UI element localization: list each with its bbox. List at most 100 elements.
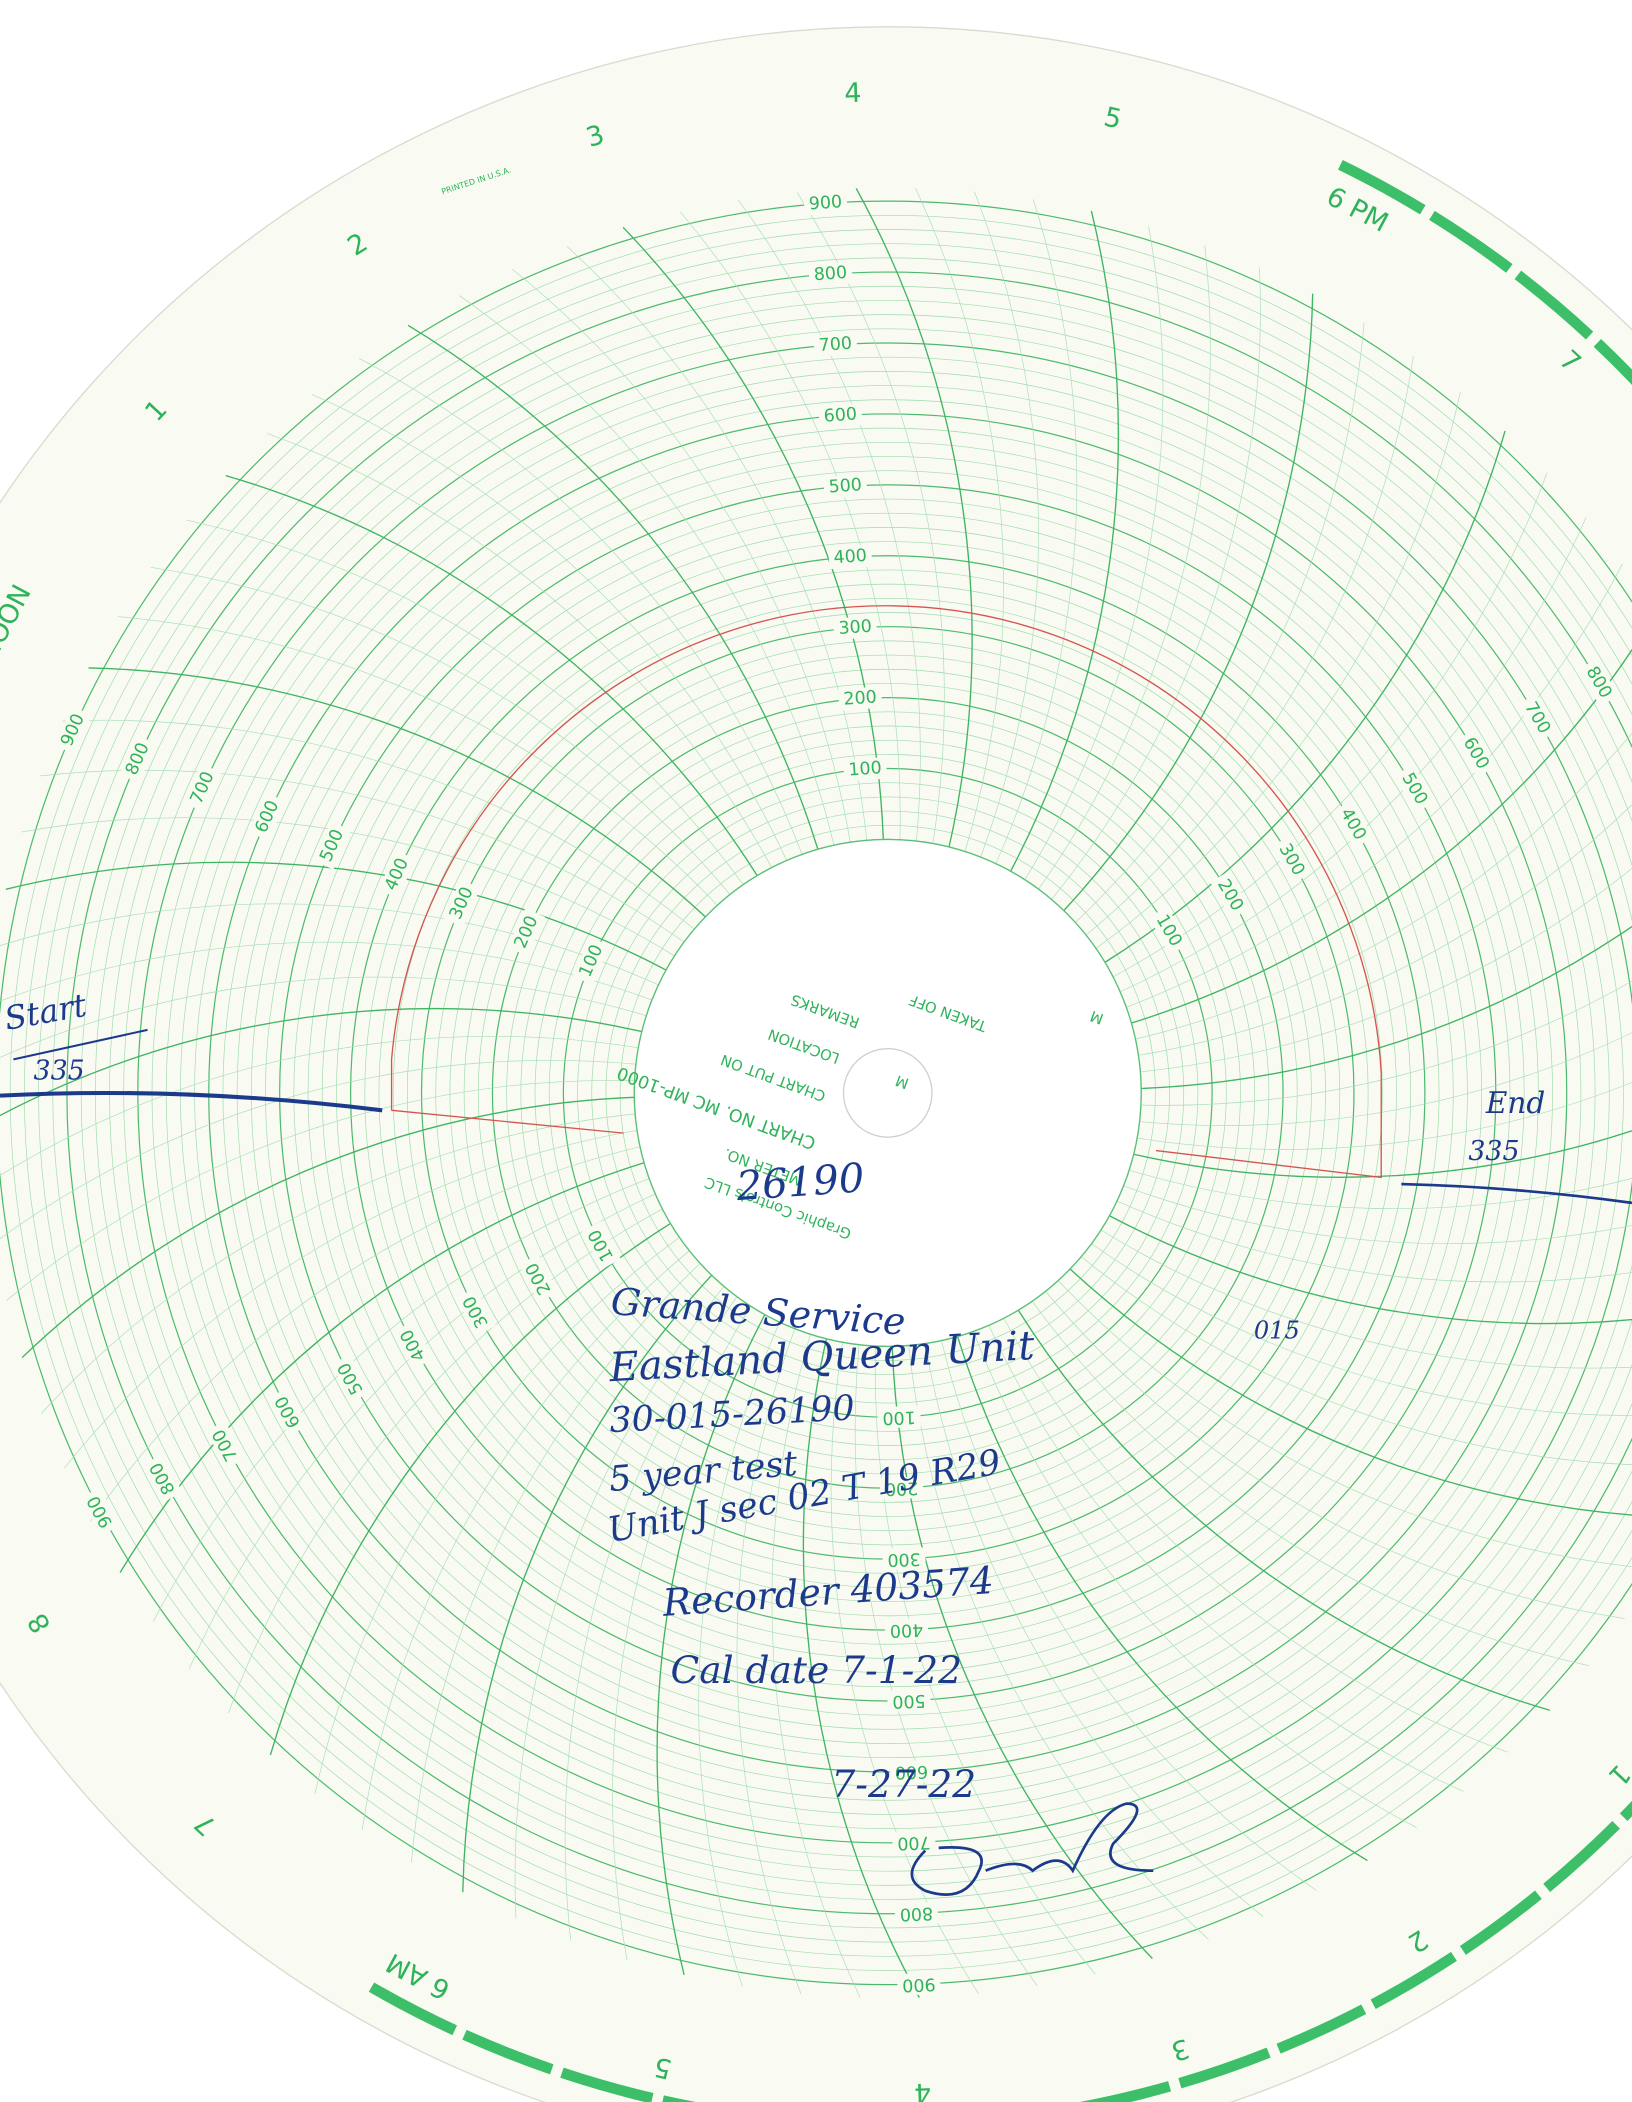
m1: M [893, 1071, 911, 1091]
time-line [407, 324, 819, 850]
time-line [1138, 804, 1632, 1056]
grid-ring [477, 683, 1298, 1503]
time-line [566, 246, 868, 841]
time-line [802, 1338, 920, 1998]
scale-label-bg [879, 1476, 924, 1500]
time-line [150, 566, 731, 895]
time-line [0, 976, 647, 1058]
time-line [1024, 226, 1164, 880]
scale-label-bg [443, 879, 481, 928]
time-line [988, 1325, 1464, 1792]
scale-label-bg [838, 686, 883, 711]
grid-ring [577, 782, 1199, 1404]
grid-ring [591, 796, 1185, 1390]
scale-label-bg [889, 1760, 934, 1783]
grid-ring [336, 541, 1440, 1645]
scale-label: 800 [813, 263, 848, 285]
scale-label-bg [206, 1420, 246, 1469]
time-line [90, 1146, 641, 1522]
scale-label-bg [1455, 729, 1496, 778]
grid-ring [463, 668, 1312, 1517]
time-line [358, 357, 803, 855]
pen-trace-start [391, 1109, 624, 1134]
end-value: 335 [1468, 1136, 1519, 1167]
time-line [974, 191, 1039, 858]
time-line [0, 903, 659, 986]
scale-label-bg [877, 1405, 921, 1429]
start-underline [13, 1028, 148, 1061]
hub-hole [842, 1047, 933, 1138]
rim-band [1338, 160, 1632, 385]
scale-label-bg [887, 1689, 931, 1713]
scale-label-bg [184, 763, 222, 812]
grid-ring [548, 754, 1227, 1432]
grid-ring [10, 215, 1632, 1971]
time-line [267, 433, 772, 868]
scale-label-bg [572, 937, 610, 985]
time-line [680, 211, 901, 840]
start-value: 335 [34, 1055, 85, 1086]
time-line [1100, 1229, 1632, 1369]
grid-ring [506, 711, 1270, 1475]
time-line [314, 1237, 680, 1794]
time-line [118, 616, 718, 906]
time-line [0, 941, 653, 1002]
grid-ring [364, 569, 1412, 1617]
grid-ring [293, 498, 1482, 1688]
time-line [564, 1296, 738, 1941]
start-line [0, 1090, 383, 1113]
scale-label-bg [393, 1321, 434, 1370]
time-line [1126, 563, 1623, 1008]
time-line [1141, 925, 1632, 1090]
signature [910, 1802, 1154, 1896]
grid-ring [265, 470, 1511, 1716]
grid-ring [449, 654, 1326, 1532]
time-line [152, 1178, 650, 1622]
grid-ring [321, 527, 1454, 1659]
scale-label: 100 [848, 758, 883, 780]
time-line [1063, 293, 1314, 912]
scale-label-bg [143, 1454, 183, 1503]
time-line [411, 1263, 701, 1863]
grid-ring [222, 427, 1553, 1759]
time-line [1075, 323, 1365, 923]
scale-label-bg [268, 1387, 308, 1436]
time-line [1010, 210, 1120, 872]
time-line [736, 1328, 802, 1995]
time-line [915, 188, 1004, 852]
time-line [854, 1344, 1038, 1986]
scale-label-bg [248, 792, 286, 841]
scale-label-bg [1578, 658, 1619, 707]
scale-label: 900 [902, 1974, 936, 1995]
time-line [1116, 1200, 1632, 1283]
scale-label: 700 [818, 334, 853, 356]
scale-label: 500 [828, 475, 863, 497]
time-line [459, 295, 835, 846]
time-line [1120, 517, 1587, 993]
grid-ring [534, 739, 1241, 1446]
scale-label-bg [54, 706, 92, 755]
time-line [6, 1080, 635, 1301]
time-line [941, 1340, 1317, 1891]
time-line [228, 1208, 663, 1714]
time-line [1139, 1032, 1632, 1126]
time-line [514, 1286, 725, 1919]
time-line [20, 817, 675, 957]
scale-label-bg [1271, 835, 1312, 884]
time-line [1129, 1169, 1632, 1210]
hour-label: 4 [914, 2077, 932, 2102]
scale-label-bg [508, 908, 546, 957]
time-line [62, 719, 695, 930]
scale-label-bg [808, 261, 853, 287]
time-line [891, 1346, 1153, 1959]
grid [0, 160, 1632, 2102]
time-line [1080, 1256, 1632, 1466]
scale-label: 900 [808, 192, 843, 214]
time-line [361, 1250, 690, 1830]
time-line [1091, 1243, 1632, 1416]
scale-label-bg [897, 1972, 941, 1996]
scale-label: 600 [894, 1761, 928, 1782]
grid-ring [208, 413, 1568, 1773]
grid-ring [392, 597, 1383, 1588]
